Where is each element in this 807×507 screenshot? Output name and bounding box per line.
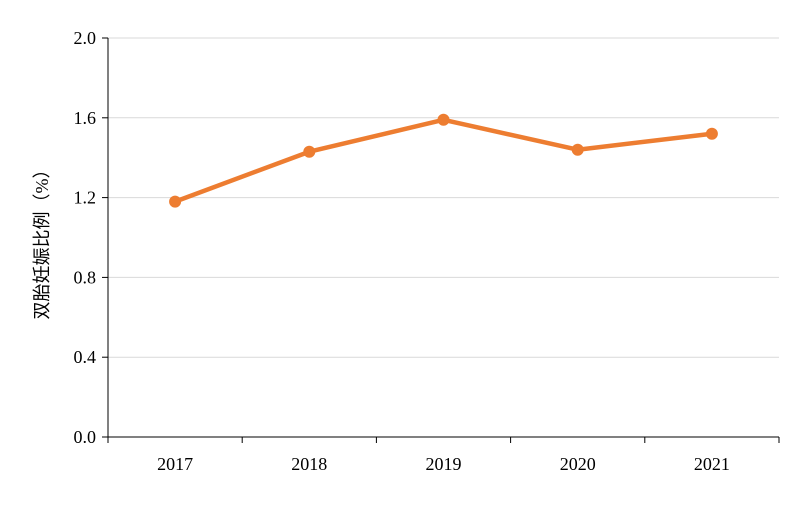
y-tick-label: 1.6 — [74, 108, 97, 128]
x-tick-labels: 2017 2018 2019 2020 2021 — [157, 454, 730, 474]
y-tick-label: 1.2 — [74, 188, 97, 208]
x-tick-label: 2017 — [157, 454, 193, 474]
data-point — [169, 195, 182, 208]
gridlines — [108, 37, 779, 358]
x-tick-label: 2021 — [694, 454, 730, 474]
x-tick-label: 2019 — [426, 454, 462, 474]
data-point — [437, 113, 450, 126]
axes — [102, 37, 780, 443]
y-tick-labels: 0.0 0.4 0.8 1.2 1.6 2.0 — [74, 28, 97, 447]
y-tick-label: 0.8 — [74, 267, 97, 287]
x-tick-label: 2018 — [291, 454, 327, 474]
y-tick-label: 2.0 — [74, 28, 97, 48]
series — [169, 113, 718, 208]
data-point — [303, 145, 316, 158]
y-tick-label: 0.4 — [74, 347, 97, 367]
y-tick-label: 0.0 — [74, 427, 97, 447]
y-axis-label: 双胎妊娠比例（%） — [32, 161, 52, 320]
x-tick-label: 2020 — [560, 454, 596, 474]
data-point — [571, 143, 584, 156]
series-line — [172, 117, 715, 204]
data-point — [705, 127, 718, 140]
